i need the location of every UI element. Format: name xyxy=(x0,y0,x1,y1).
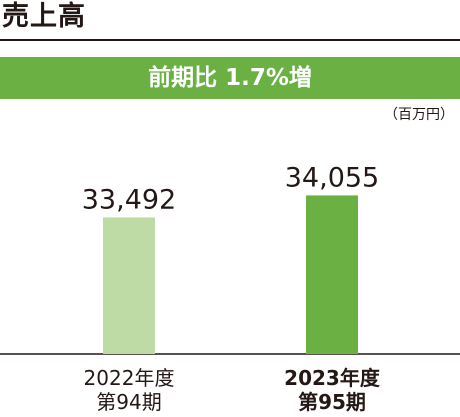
value-label-fy2022: 33,492 xyxy=(82,184,176,215)
category-label-2023: 2023年度 第95期 xyxy=(232,366,432,414)
value-label-fy2023: 34,055 xyxy=(285,162,379,193)
category-label-year: 2023年度 xyxy=(284,366,380,390)
chart-title: 売上高 xyxy=(2,1,86,32)
bar-fy2022 xyxy=(103,217,155,354)
unit-label: （百万円） xyxy=(384,107,454,123)
category-label-2022: 2022年度 第94期 xyxy=(29,366,229,414)
category-label-year: 2022年度 xyxy=(83,366,175,390)
title-divider xyxy=(0,39,460,41)
category-label-period: 第95期 xyxy=(298,390,366,414)
category-label-period: 第94期 xyxy=(96,390,162,414)
bar-fy2023 xyxy=(306,195,358,354)
growth-banner: 前期比 1.7%増 xyxy=(0,57,460,99)
